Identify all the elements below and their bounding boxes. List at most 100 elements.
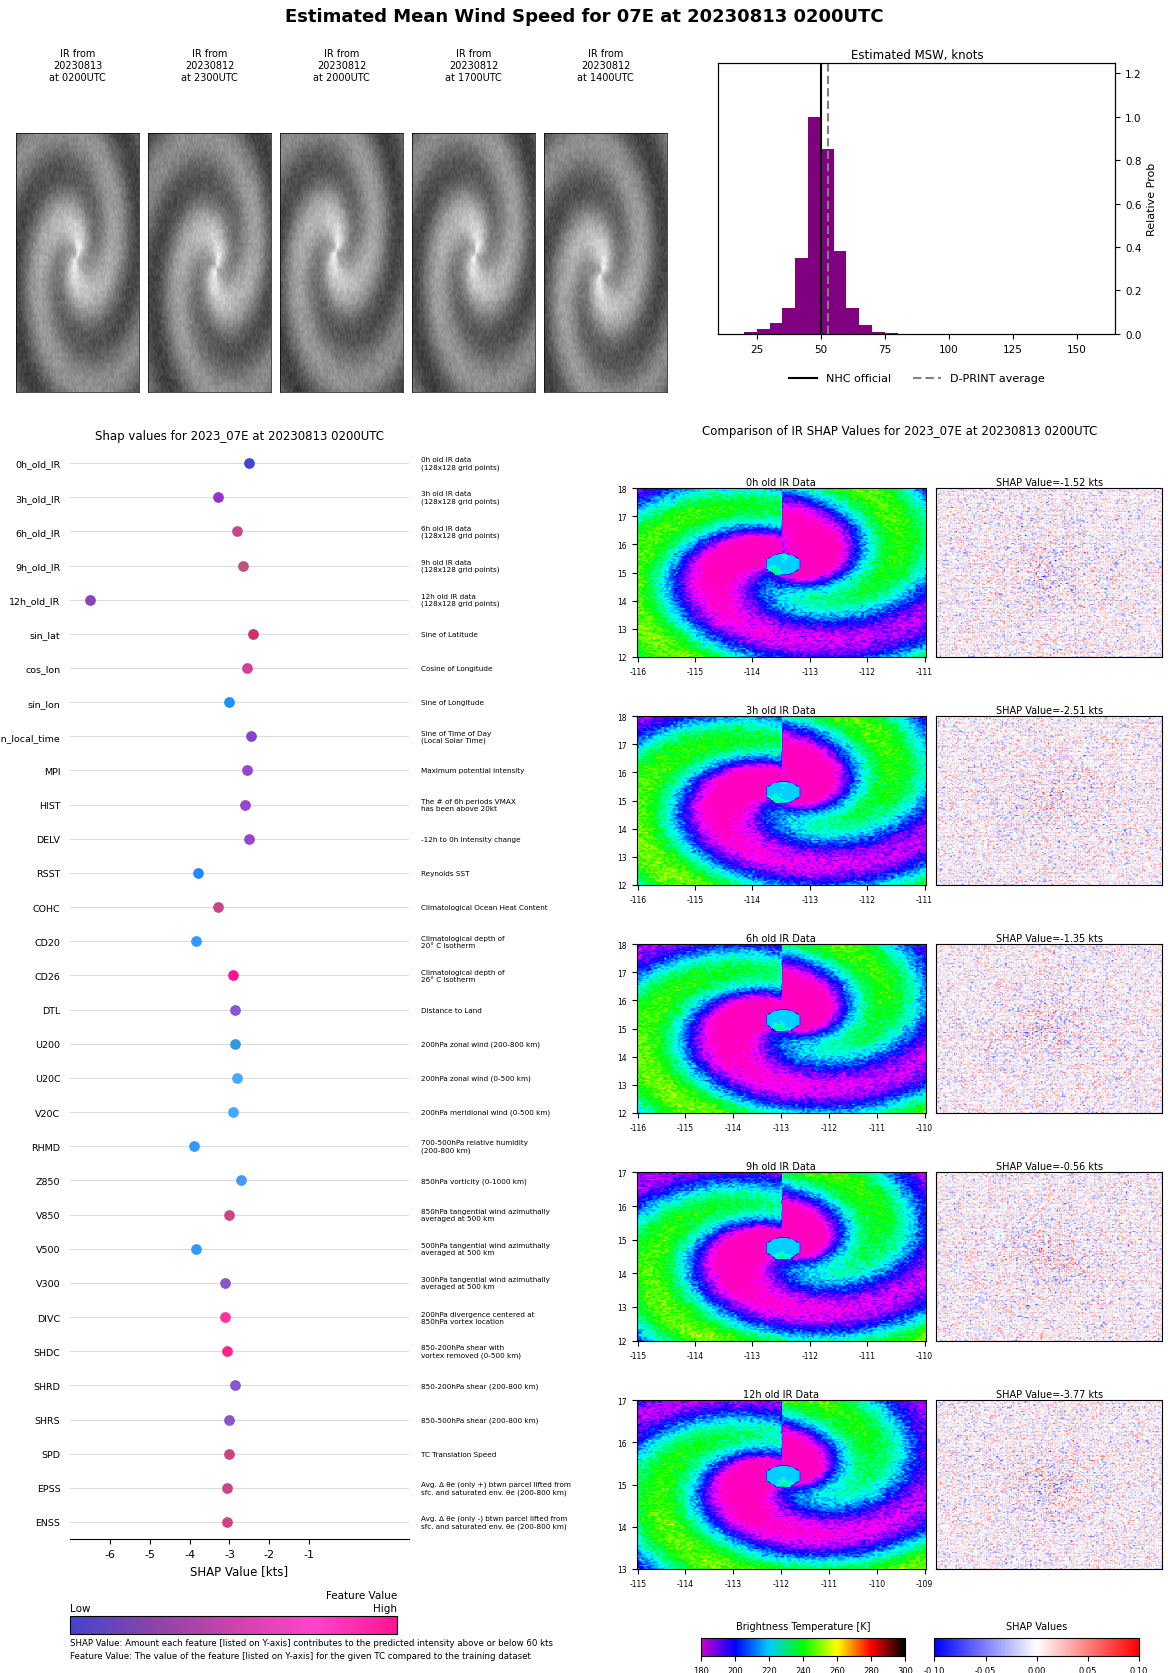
Point <box>224 1099 243 1126</box>
Point <box>216 1303 235 1330</box>
Title: Estimated MSW, knots: Estimated MSW, knots <box>850 50 983 62</box>
Bar <box>757 330 770 335</box>
Bar <box>770 325 783 335</box>
Point <box>242 723 260 750</box>
Point <box>188 860 207 887</box>
Text: Sine of Time of Day
(Local Solar Time): Sine of Time of Day (Local Solar Time) <box>420 729 492 743</box>
Text: 850-200hPa shear (200-800 km): 850-200hPa shear (200-800 km) <box>420 1382 538 1389</box>
Bar <box>744 333 757 335</box>
Title: 12h old IR Data: 12h old IR Data <box>743 1389 819 1399</box>
Point <box>234 552 252 579</box>
Title: 3h old IR Data: 3h old IR Data <box>746 706 816 716</box>
Title: SHAP Value=-1.35 kts: SHAP Value=-1.35 kts <box>995 934 1103 944</box>
Text: 300hPa tangential wind azimuthally
averaged at 500 km: 300hPa tangential wind azimuthally avera… <box>420 1276 550 1290</box>
Bar <box>808 117 821 335</box>
Point <box>227 1372 245 1399</box>
Point <box>220 1201 238 1228</box>
Point <box>241 826 259 853</box>
Text: Feature Value: Feature Value <box>326 1589 397 1599</box>
Text: Feature Value: The value of the feature [listed on Y-axis] for the given TC comp: Feature Value: The value of the feature … <box>70 1651 531 1660</box>
Text: 3h old IR data
(128x128 grid points): 3h old IR data (128x128 grid points) <box>420 492 500 505</box>
Point <box>224 962 243 989</box>
Point <box>186 929 204 955</box>
Title: SHAP Value=-1.52 kts: SHAP Value=-1.52 kts <box>995 478 1103 489</box>
Text: 12h old IR data
(128x128 grid points): 12h old IR data (128x128 grid points) <box>420 594 500 607</box>
Text: 200hPa divergence centered at
850hPa vortex location: 200hPa divergence centered at 850hPa vor… <box>420 1310 535 1323</box>
Point <box>220 1407 238 1434</box>
Text: Cosine of Longitude: Cosine of Longitude <box>420 666 493 671</box>
Text: IR from
20230813
at 0200UTC: IR from 20230813 at 0200UTC <box>49 49 106 84</box>
Text: Climatological depth of
26° C isotherm: Climatological depth of 26° C isotherm <box>420 969 505 982</box>
Text: Maximum potential intensity: Maximum potential intensity <box>420 768 524 775</box>
Text: Avg. Δ θe (only -) btwn parcel lifted from
sfc. and saturated env. θe (200-800 k: Avg. Δ θe (only -) btwn parcel lifted fr… <box>420 1516 568 1529</box>
Text: 6h old IR data
(128x128 grid points): 6h old IR data (128x128 grid points) <box>420 525 500 539</box>
Legend: NHC official, D-PRINT average: NHC official, D-PRINT average <box>785 370 1049 388</box>
Text: 200hPa zonal wind (200-800 km): 200hPa zonal wind (200-800 km) <box>420 1041 540 1047</box>
Title: SHAP Value=-2.51 kts: SHAP Value=-2.51 kts <box>995 706 1103 716</box>
Text: Distance to Land: Distance to Land <box>420 1007 482 1012</box>
Point <box>218 1509 237 1536</box>
Text: Climatological depth of
20° C isotherm: Climatological depth of 20° C isotherm <box>420 935 505 949</box>
Bar <box>783 308 795 335</box>
Bar <box>821 151 834 335</box>
Point <box>227 1031 245 1057</box>
Point <box>81 587 99 614</box>
Bar <box>847 308 860 335</box>
Bar <box>872 333 885 335</box>
Text: 200hPa zonal wind (0-500 km): 200hPa zonal wind (0-500 km) <box>420 1076 530 1081</box>
Text: 850-200hPa shear with
vortex removed (0-500 km): 850-200hPa shear with vortex removed (0-… <box>420 1345 521 1358</box>
Title: SHAP Value=-3.77 kts: SHAP Value=-3.77 kts <box>995 1389 1103 1399</box>
Point <box>228 1066 246 1092</box>
Point <box>220 689 238 716</box>
Text: Estimated Mean Wind Speed for 07E at 20230813 0200UTC: Estimated Mean Wind Speed for 07E at 202… <box>285 7 883 25</box>
Point <box>218 1474 237 1501</box>
Text: TC Translation Speed: TC Translation Speed <box>420 1450 496 1457</box>
Text: The # of 6h periods VMAX
has been above 20kt: The # of 6h periods VMAX has been above … <box>420 798 516 811</box>
Point <box>227 997 245 1024</box>
Point <box>236 791 255 818</box>
Text: Comparison of IR SHAP Values for 2023_07E at 20230813 0200UTC: Comparison of IR SHAP Values for 2023_07… <box>702 425 1097 438</box>
Bar <box>834 253 847 335</box>
Text: Brightness Temperature [K]: Brightness Temperature [K] <box>736 1621 870 1631</box>
Point <box>238 656 257 683</box>
Point <box>232 1168 251 1195</box>
Text: High: High <box>373 1603 397 1613</box>
Text: IR from
20230812
at 1400UTC: IR from 20230812 at 1400UTC <box>577 49 634 84</box>
Text: Avg. Δ θe (only +) btwn parcel lifted from
sfc. and saturated env. θe (200-800 k: Avg. Δ θe (only +) btwn parcel lifted fr… <box>420 1481 571 1496</box>
Point <box>218 1338 237 1365</box>
Text: IR from
20230812
at 1700UTC: IR from 20230812 at 1700UTC <box>445 49 502 84</box>
Text: 9h old IR data
(128x128 grid points): 9h old IR data (128x128 grid points) <box>420 559 500 572</box>
Text: SHAP Values: SHAP Values <box>1006 1621 1068 1631</box>
Title: SHAP Value=-0.56 kts: SHAP Value=-0.56 kts <box>995 1161 1103 1171</box>
Title: 0h old IR Data: 0h old IR Data <box>746 478 816 489</box>
Point <box>228 519 246 545</box>
Point <box>220 1440 238 1467</box>
Title: 6h old IR Data: 6h old IR Data <box>746 934 816 944</box>
Text: Reynolds SST: Reynolds SST <box>420 870 470 877</box>
Point <box>244 621 263 647</box>
Text: SHAP Value: Amount each feature [listed on Y-axis] contributes to the predicted : SHAP Value: Amount each feature [listed … <box>70 1638 554 1646</box>
Text: Climatological Ocean Heat Content: Climatological Ocean Heat Content <box>420 905 548 910</box>
Bar <box>795 259 808 335</box>
Text: Low: Low <box>70 1603 91 1613</box>
Point <box>208 485 227 512</box>
Text: IR from
20230812
at 2300UTC: IR from 20230812 at 2300UTC <box>181 49 238 84</box>
Text: 850-500hPa shear (200-800 km): 850-500hPa shear (200-800 km) <box>420 1417 538 1424</box>
Point <box>186 1236 204 1263</box>
Text: IR from
20230812
at 2000UTC: IR from 20230812 at 2000UTC <box>313 49 370 84</box>
Text: 850hPa vorticity (0-1000 km): 850hPa vorticity (0-1000 km) <box>420 1178 527 1184</box>
Point <box>185 1133 203 1159</box>
Title: 9h old IR Data: 9h old IR Data <box>746 1161 816 1171</box>
Text: 500hPa tangential wind azimuthally
averaged at 500 km: 500hPa tangential wind azimuthally avera… <box>420 1243 550 1255</box>
X-axis label: SHAP Value [kts]: SHAP Value [kts] <box>190 1564 288 1578</box>
Point <box>238 758 257 785</box>
Point <box>216 1270 235 1297</box>
Text: 200hPa meridional wind (0-500 km): 200hPa meridional wind (0-500 km) <box>420 1109 550 1116</box>
Title: Shap values for 2023_07E at 20230813 0200UTC: Shap values for 2023_07E at 20230813 020… <box>95 430 384 443</box>
Point <box>241 450 259 477</box>
Text: Sine of Latitude: Sine of Latitude <box>420 631 478 637</box>
Y-axis label: Relative Prob: Relative Prob <box>1147 162 1157 236</box>
Point <box>208 893 227 920</box>
Text: -12h to 0h Intensity change: -12h to 0h Intensity change <box>420 836 521 842</box>
Text: 700-500hPa relative humidity
(200-800 km): 700-500hPa relative humidity (200-800 km… <box>420 1139 528 1153</box>
